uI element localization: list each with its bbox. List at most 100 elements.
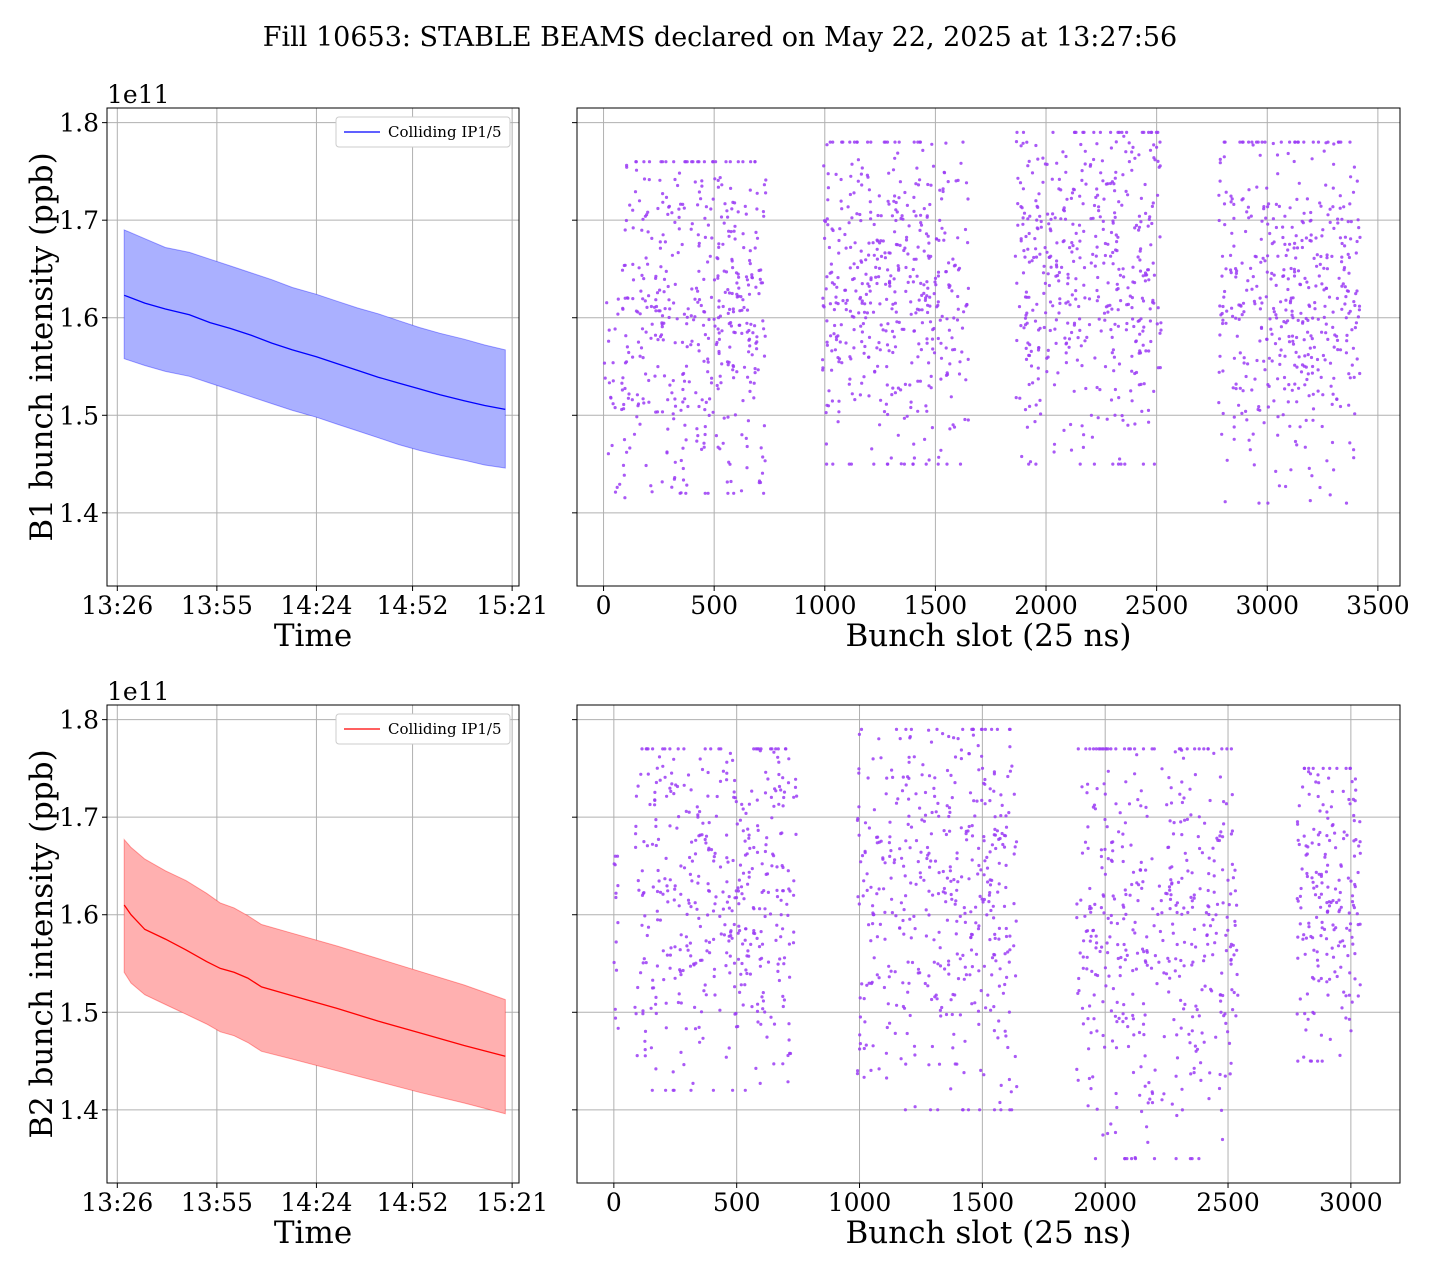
bunch-point	[736, 210, 740, 214]
bunch-point	[1312, 827, 1316, 831]
x-tick-label: 1000	[828, 1188, 892, 1217]
bunch-point	[741, 160, 745, 164]
bunch-point	[660, 160, 665, 164]
bunch-point	[1258, 307, 1262, 311]
bunch-point	[1024, 357, 1029, 361]
bunch-point	[704, 400, 708, 404]
bunch-point	[746, 949, 750, 953]
bunch-point	[855, 818, 860, 823]
bunch-point	[1269, 327, 1273, 331]
bunch-point	[763, 849, 768, 854]
bunch-point	[914, 792, 918, 796]
bunch-point	[1095, 288, 1099, 293]
bunch-point	[673, 397, 677, 401]
bunch-point	[1229, 832, 1233, 836]
bunch-point	[727, 360, 731, 364]
bunch-point	[1288, 140, 1292, 144]
bunch-point	[1002, 833, 1007, 838]
bunch-point	[1338, 206, 1342, 210]
bunch-point	[912, 329, 916, 333]
bunch-point	[690, 879, 694, 883]
bunch-point	[625, 345, 630, 349]
bunch-point	[1256, 407, 1260, 412]
bunch-point	[1109, 858, 1113, 862]
bunch-point	[857, 732, 862, 737]
bunch-point	[1240, 411, 1244, 415]
bunch-point	[746, 419, 751, 423]
bunch-point	[1103, 253, 1107, 258]
bunch-point	[1169, 801, 1174, 805]
bunch-point	[1055, 241, 1059, 245]
bunch-point	[1279, 140, 1283, 144]
bunch-point	[658, 309, 662, 313]
bunch-point	[927, 361, 931, 365]
bunch-point	[1297, 804, 1301, 808]
bunch-point	[727, 939, 731, 943]
bunch-point	[728, 160, 732, 164]
bunch-point	[1053, 216, 1057, 220]
bunch-point	[906, 822, 910, 827]
bunch-point	[655, 766, 659, 770]
bunch-point	[1272, 273, 1276, 277]
bunch-point	[1223, 1074, 1227, 1078]
bunch-point	[922, 291, 926, 295]
bunch-point	[987, 900, 991, 904]
bunch-point	[1206, 942, 1210, 946]
bunch-point	[1056, 371, 1060, 375]
bunch-point	[1055, 265, 1059, 269]
bunch-point	[952, 316, 956, 320]
bunch-point	[1340, 255, 1344, 259]
bunch-point	[684, 1027, 688, 1031]
bunch-point	[860, 381, 864, 385]
bunch-point	[673, 460, 677, 464]
bunch-point	[622, 438, 627, 442]
bunch-point	[760, 862, 764, 866]
bunch-point	[1279, 348, 1283, 352]
bunch-point	[1124, 150, 1128, 154]
bunch-point	[1039, 219, 1043, 224]
bunch-point	[928, 202, 932, 207]
bunch-point	[703, 408, 707, 412]
bunch-point	[701, 821, 705, 825]
bunch-point	[1131, 992, 1135, 996]
bunch-point	[1323, 304, 1327, 308]
bunch-point	[1332, 226, 1336, 230]
bunch-point	[714, 434, 719, 438]
bunch-point	[661, 192, 665, 196]
bunch-point	[634, 845, 638, 850]
bunch-point	[1223, 140, 1227, 144]
bunch-point	[1347, 403, 1351, 407]
bunch-point	[1281, 413, 1285, 417]
bunch-point	[877, 737, 881, 741]
bunch-point	[1168, 866, 1172, 870]
bunch-point	[1064, 361, 1068, 365]
bunch-point	[1229, 268, 1233, 272]
bunch-point	[636, 784, 640, 788]
bunch-point	[769, 795, 774, 800]
bunch-point	[1318, 485, 1322, 490]
bunch-point	[702, 160, 707, 164]
bunch-point	[1076, 336, 1080, 340]
bunch-point	[1074, 289, 1078, 293]
bunch-point	[873, 370, 877, 374]
bunch-point	[766, 777, 770, 781]
bunch-point	[970, 834, 975, 838]
bunch-point	[1288, 301, 1292, 305]
bunch-point	[885, 1076, 889, 1080]
bunch-point	[738, 990, 742, 995]
bunch-point	[859, 727, 864, 732]
bunch-point	[734, 889, 738, 893]
bunch-point	[839, 199, 843, 203]
bunch-point	[750, 276, 755, 280]
bunch-point	[1083, 914, 1087, 918]
bunch-point	[1317, 274, 1321, 278]
bunch-point	[1222, 1014, 1226, 1018]
bunch-point	[1015, 338, 1019, 343]
bunch-point	[1342, 837, 1346, 841]
bunch-point	[668, 786, 672, 790]
bunch-point	[1147, 278, 1151, 282]
bunch-point	[956, 294, 960, 299]
bunch-point	[1338, 194, 1342, 198]
bunch-point	[733, 796, 737, 800]
